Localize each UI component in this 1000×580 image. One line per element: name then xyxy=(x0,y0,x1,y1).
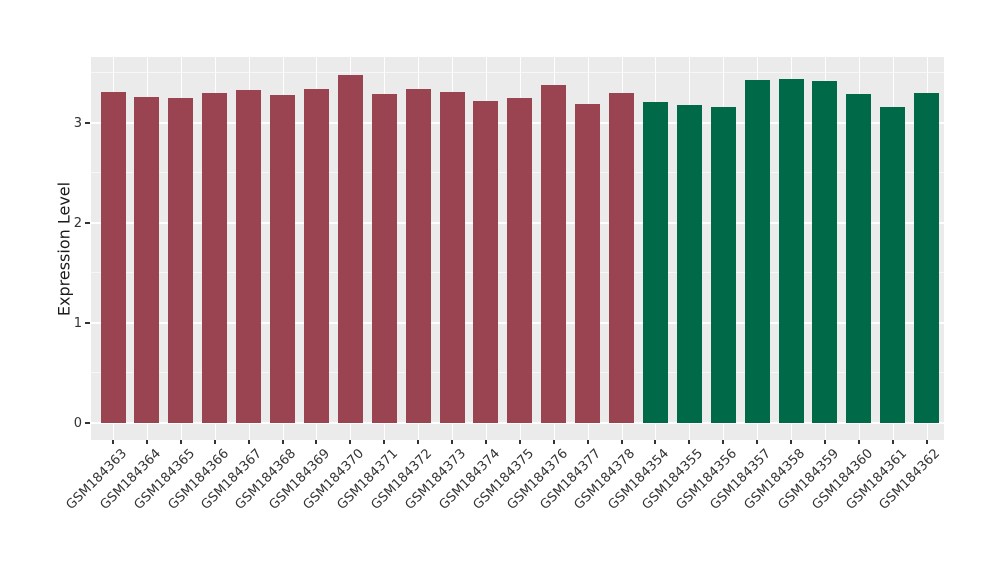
bar xyxy=(100,92,126,423)
y-tick-label: 1 xyxy=(73,316,82,331)
x-tick-mark xyxy=(451,440,453,444)
x-tick-mark xyxy=(790,440,792,444)
x-tick-mark xyxy=(688,440,691,444)
bar xyxy=(168,98,194,423)
x-tick-mark xyxy=(281,440,284,444)
x-tick-mark xyxy=(417,440,420,444)
x-tick-mark xyxy=(823,440,826,444)
x-tick-mark xyxy=(756,440,759,444)
bar xyxy=(202,93,228,423)
bar xyxy=(236,90,262,423)
x-tick-mark xyxy=(925,440,928,444)
bar xyxy=(880,107,906,423)
y-minor-gridline xyxy=(91,72,944,73)
x-tick-mark xyxy=(213,440,216,444)
y-axis-title: Expression Level xyxy=(54,181,74,316)
bar xyxy=(744,80,770,423)
bar xyxy=(507,98,533,423)
bar xyxy=(473,101,499,423)
x-tick-mark xyxy=(484,440,487,444)
bar xyxy=(270,95,295,423)
x-tick-mark xyxy=(891,440,894,444)
bar xyxy=(405,89,431,423)
x-tick-mark xyxy=(722,440,725,444)
y-major-gridline xyxy=(91,422,944,424)
bar xyxy=(134,97,160,423)
bar xyxy=(303,89,329,423)
bar xyxy=(846,94,872,423)
x-tick-mark xyxy=(586,440,589,444)
bar xyxy=(575,104,601,423)
bar xyxy=(439,92,465,423)
bar xyxy=(609,93,634,423)
bar xyxy=(778,79,804,423)
bar xyxy=(710,107,736,423)
y-tick-mark xyxy=(85,422,90,424)
y-tick-mark xyxy=(85,122,90,124)
x-tick-mark xyxy=(518,440,521,444)
x-tick-mark xyxy=(857,440,860,444)
bar xyxy=(914,93,940,423)
x-tick-mark xyxy=(247,440,250,444)
bar xyxy=(812,81,838,423)
bar xyxy=(642,102,668,423)
plot-panel xyxy=(91,57,944,440)
x-tick-mark xyxy=(179,440,182,444)
x-tick-mark xyxy=(383,440,386,444)
x-tick-mark xyxy=(654,440,657,444)
y-tick-label: 3 xyxy=(73,116,82,131)
y-tick-mark xyxy=(85,222,90,224)
bar xyxy=(541,85,567,423)
bar xyxy=(371,94,397,423)
y-tick-label: 0 xyxy=(73,416,82,431)
y-tick-label: 2 xyxy=(73,216,82,231)
x-tick-mark xyxy=(552,440,555,444)
x-tick-mark xyxy=(145,440,148,444)
x-tick-mark xyxy=(620,440,623,444)
x-tick-mark xyxy=(112,440,114,444)
bar xyxy=(676,105,702,423)
bar xyxy=(337,75,363,423)
y-tick-mark xyxy=(85,322,90,324)
x-tick-mark xyxy=(349,440,352,444)
x-tick-mark xyxy=(315,440,318,444)
